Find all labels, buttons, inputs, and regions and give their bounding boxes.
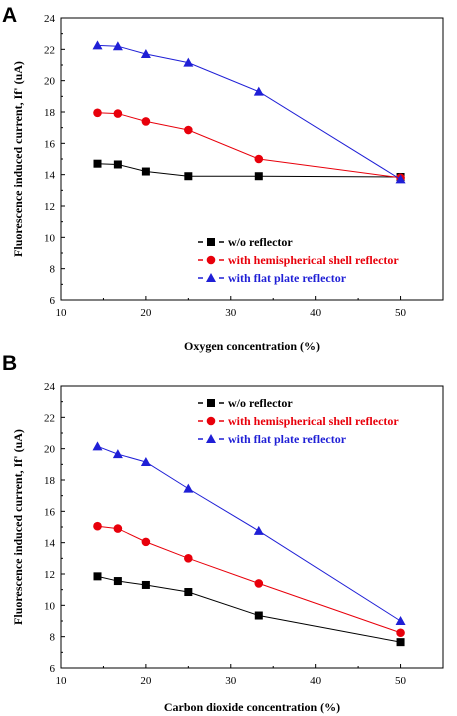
data-point xyxy=(141,537,151,547)
legend-marker xyxy=(206,273,216,282)
x-tick-label: 20 xyxy=(140,307,152,319)
legend-item: with flat plate reflector xyxy=(198,271,347,285)
series-circle xyxy=(93,521,405,638)
data-point xyxy=(141,117,151,126)
y-axis-title: Fluorescence induced current, If' (uA) xyxy=(11,429,25,625)
y-tick-label: 24 xyxy=(44,13,56,25)
data-point xyxy=(92,40,103,50)
y-tick-label: 20 xyxy=(44,76,56,88)
x-tick-label: 30 xyxy=(225,675,237,687)
legend-item: w/o reflector xyxy=(198,235,293,249)
y-tick-label: 20 xyxy=(44,444,56,456)
panel-letter: A xyxy=(2,4,17,27)
data-point xyxy=(184,588,193,597)
data-point xyxy=(395,616,406,625)
data-point xyxy=(253,86,264,96)
data-point xyxy=(140,456,151,466)
data-point xyxy=(112,41,123,51)
data-point xyxy=(183,57,194,67)
y-tick-label: 12 xyxy=(44,201,55,213)
legend-label: with hemispherical shell reflector xyxy=(228,253,399,267)
data-point xyxy=(254,579,264,588)
series-line xyxy=(97,44,401,180)
y-tick-label: 18 xyxy=(44,107,56,119)
data-point xyxy=(93,159,102,168)
legend-marker xyxy=(207,399,215,407)
data-point xyxy=(254,611,263,620)
data-point xyxy=(140,49,151,59)
data-point xyxy=(184,172,193,181)
legend-label: with flat plate reflector xyxy=(228,271,347,285)
data-point xyxy=(113,160,122,169)
legend-item: with hemispherical shell reflector xyxy=(198,414,399,428)
y-tick-label: 22 xyxy=(44,412,55,424)
data-point xyxy=(113,109,123,118)
data-point xyxy=(184,125,193,135)
data-point xyxy=(93,521,102,531)
legend-item: with hemispherical shell reflector xyxy=(198,253,399,267)
y-tick-label: 10 xyxy=(44,232,56,244)
data-point xyxy=(92,441,103,451)
chart-panel-b: B 10 20 30 40 50 6 8 10 12 14 16 18 20 22 24 Carbon diox… xyxy=(2,352,444,714)
data-point xyxy=(254,154,264,164)
series-circle xyxy=(93,108,405,183)
y-axis-title: Fluorescence induced current, If' (uA) xyxy=(11,61,25,257)
series-square xyxy=(93,159,405,182)
series-line xyxy=(97,445,401,622)
y-tick-label: 14 xyxy=(44,170,56,182)
series-triangle xyxy=(92,40,406,184)
y-tick-label: 6 xyxy=(50,663,56,675)
y-tick-label: 16 xyxy=(44,506,56,518)
data-point xyxy=(112,449,123,459)
x-tick-label: 40 xyxy=(310,675,322,687)
data-point xyxy=(141,167,150,176)
x-axis-title: Carbon dioxide concentration (%) xyxy=(164,700,340,714)
data-point xyxy=(113,524,123,533)
legend-label: w/o reflector xyxy=(228,235,293,249)
y-tick-label: 10 xyxy=(44,600,56,612)
legend-item: w/o reflector xyxy=(198,396,293,410)
legend-marker xyxy=(206,416,216,426)
y-tick-label: 6 xyxy=(50,295,56,307)
y-tick-label: 14 xyxy=(44,538,56,550)
y-tick-label: 16 xyxy=(44,138,56,150)
y-tick-label: 22 xyxy=(44,44,55,56)
x-tick-label: 20 xyxy=(140,675,152,687)
x-tick-label: 10 xyxy=(56,675,68,687)
data-point xyxy=(253,525,264,535)
data-point xyxy=(254,172,263,181)
x-axis-title: Oxygen concentration (%) xyxy=(184,339,320,353)
data-point xyxy=(183,483,194,493)
x-tick-label: 30 xyxy=(225,307,237,319)
legend-label: with flat plate reflector xyxy=(228,432,347,446)
x-tick-label: 50 xyxy=(395,675,407,687)
y-tick-label: 8 xyxy=(50,632,56,644)
x-tick-label: 10 xyxy=(56,307,68,319)
legend-marker xyxy=(207,238,215,246)
legend-marker xyxy=(206,434,216,443)
x-tick-label: 50 xyxy=(395,307,407,319)
y-tick-label: 18 xyxy=(44,475,56,487)
series-square xyxy=(93,572,405,647)
legend-item: with flat plate reflector xyxy=(198,432,347,446)
y-tick-label: 8 xyxy=(50,264,56,276)
y-tick-label: 24 xyxy=(44,381,56,393)
data-point xyxy=(93,572,102,581)
data-point xyxy=(184,554,193,563)
legend-label: w/o reflector xyxy=(228,396,293,410)
series-triangle xyxy=(92,441,406,625)
legend-marker xyxy=(206,255,216,265)
data-point xyxy=(396,638,405,647)
data-point xyxy=(396,628,405,638)
data-point xyxy=(93,108,102,118)
data-point xyxy=(113,577,122,586)
data-point xyxy=(141,580,150,589)
y-tick-label: 12 xyxy=(44,569,55,581)
x-tick-label: 40 xyxy=(310,307,322,319)
legend-label: with hemispherical shell reflector xyxy=(228,414,399,428)
chart-panel-a: A 10 20 30 40 50 6 8 10 12 14 16 18 20 22 24 Oxygen conc… xyxy=(2,4,444,353)
panel-letter: B xyxy=(2,352,17,375)
data-point xyxy=(395,174,406,184)
